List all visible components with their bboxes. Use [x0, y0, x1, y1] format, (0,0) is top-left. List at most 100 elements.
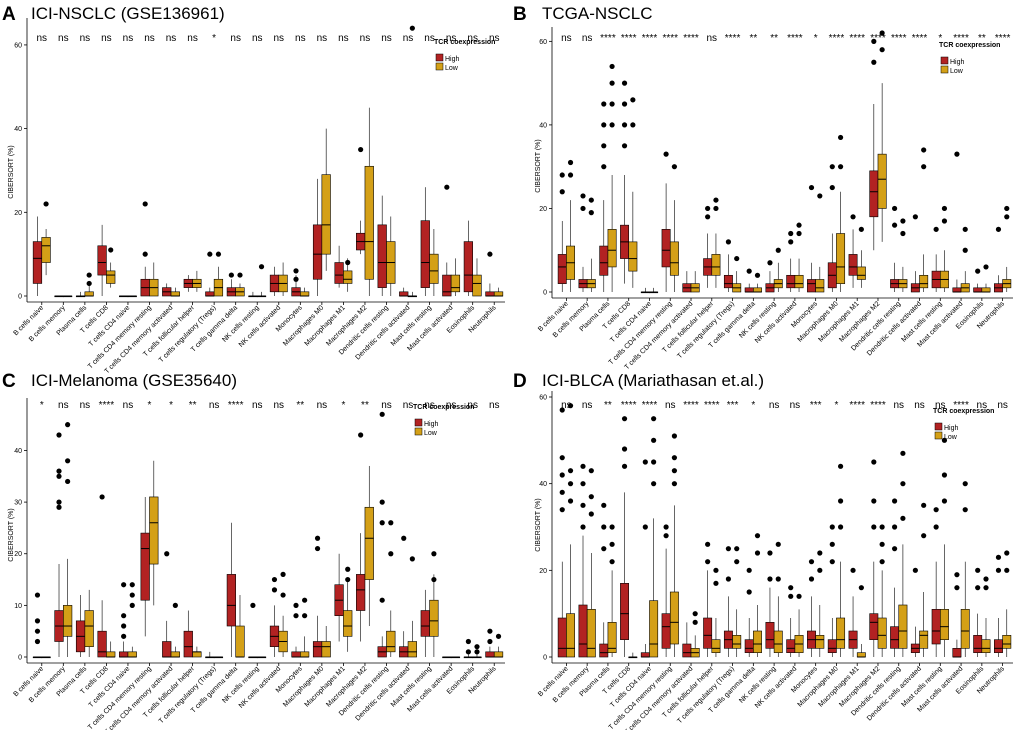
significance-label: **** [995, 33, 1011, 44]
box-low [106, 270, 116, 284]
outlier-point [754, 272, 761, 278]
box-high [682, 643, 692, 658]
box-low [343, 270, 353, 284]
significance-label: **** [870, 33, 886, 44]
outlier-point [746, 567, 752, 573]
box-high [994, 639, 1003, 653]
legend-swatch-high [940, 56, 949, 65]
box-low [836, 233, 846, 284]
outlier-point [788, 585, 794, 591]
outlier-point [601, 164, 607, 170]
box-high [661, 229, 671, 268]
significance-label: ns [446, 33, 457, 44]
box-low [836, 617, 846, 649]
outlier-point [621, 143, 628, 149]
outlier-point [941, 498, 948, 504]
box-low [84, 610, 94, 647]
box-low [1002, 635, 1012, 649]
outlier-point [56, 504, 62, 510]
outlier-point [34, 638, 41, 645]
outlier-point [705, 541, 711, 547]
outlier-point [293, 613, 299, 619]
outlier-point [271, 587, 278, 593]
outlier-point [954, 151, 960, 157]
outlier-point [829, 184, 835, 191]
significance-label: ns [893, 400, 904, 411]
outlier-point [837, 498, 844, 504]
outlier-point [258, 264, 265, 270]
panel-d: D ICI-BLCA (Mariathasan et.al.) CIBERSOR… [513, 371, 1013, 730]
significance-label: **** [891, 33, 907, 44]
outlier-point [580, 524, 586, 530]
panel-c: C ICI-Melanoma (GSE35640) CIBERSORT (%) … [2, 371, 505, 730]
outlier-point [921, 533, 927, 539]
box-high [744, 639, 754, 653]
outlier-point [837, 524, 844, 530]
box-low [919, 630, 929, 649]
outlier-point [891, 524, 898, 530]
y-tick-label: 40 [539, 122, 547, 129]
outlier-point [705, 214, 711, 220]
significance-label: ns [914, 400, 925, 411]
significance-label: * [148, 400, 152, 411]
box-low [815, 635, 825, 649]
significance-label: ns [935, 400, 946, 411]
legend-low-label: Low [950, 68, 964, 75]
outlier-point [941, 437, 948, 443]
significance-label: **** [621, 400, 637, 411]
box-low [607, 229, 617, 268]
box-low [669, 241, 679, 276]
significance-label: **** [912, 33, 928, 44]
outlier-point [465, 649, 471, 655]
significance-label: * [751, 400, 755, 411]
box-high [119, 651, 129, 658]
box-low [343, 610, 353, 637]
outlier-point [879, 47, 885, 53]
outlier-point [34, 628, 41, 634]
box-low [149, 496, 159, 565]
outlier-point [705, 205, 711, 212]
legend-high-label: High [944, 425, 959, 432]
box-low [732, 635, 742, 649]
significance-label: ns [977, 400, 988, 411]
outlier-point [588, 197, 594, 203]
outlier-point [559, 507, 565, 513]
outlier-point [559, 489, 565, 495]
outlier-point [567, 403, 574, 409]
significance-label: ns [467, 33, 478, 44]
significance-label: ns [424, 400, 435, 411]
x-tick-label: Mast cells resting [390, 304, 433, 347]
box-low [472, 274, 482, 297]
outlier-point [621, 463, 628, 469]
outlier-point [559, 172, 565, 178]
x-tick-label: Macrophages M1 [304, 665, 347, 708]
outlier-point [879, 30, 885, 36]
outlier-point [601, 524, 607, 530]
outlier-point [431, 551, 437, 557]
significance-label: ns [424, 33, 435, 44]
outlier-point [850, 567, 856, 573]
significance-label: * [212, 33, 216, 44]
outlier-point [837, 134, 844, 141]
outlier-point [891, 546, 898, 552]
outlier-point [983, 576, 989, 582]
x-tick-label: Macrophages M0 [282, 304, 325, 347]
outlier-point [271, 576, 278, 583]
outlier-point [444, 184, 450, 190]
outlier-point [829, 524, 835, 530]
box-low [106, 651, 116, 658]
outlier-point [293, 276, 299, 282]
significance-label: **** [600, 33, 616, 44]
outlier-point [293, 602, 299, 608]
outlier-point [609, 541, 615, 547]
significance-label: ** [189, 400, 197, 411]
y-tick-label: 60 [539, 395, 547, 402]
outlier-point [995, 554, 1002, 560]
significance-label: **** [953, 33, 969, 44]
box-low [586, 609, 596, 658]
box-low [919, 274, 929, 289]
significance-label: ns [80, 400, 91, 411]
outlier-point [601, 101, 607, 107]
outlier-point [164, 551, 170, 557]
outlier-point [172, 602, 178, 608]
